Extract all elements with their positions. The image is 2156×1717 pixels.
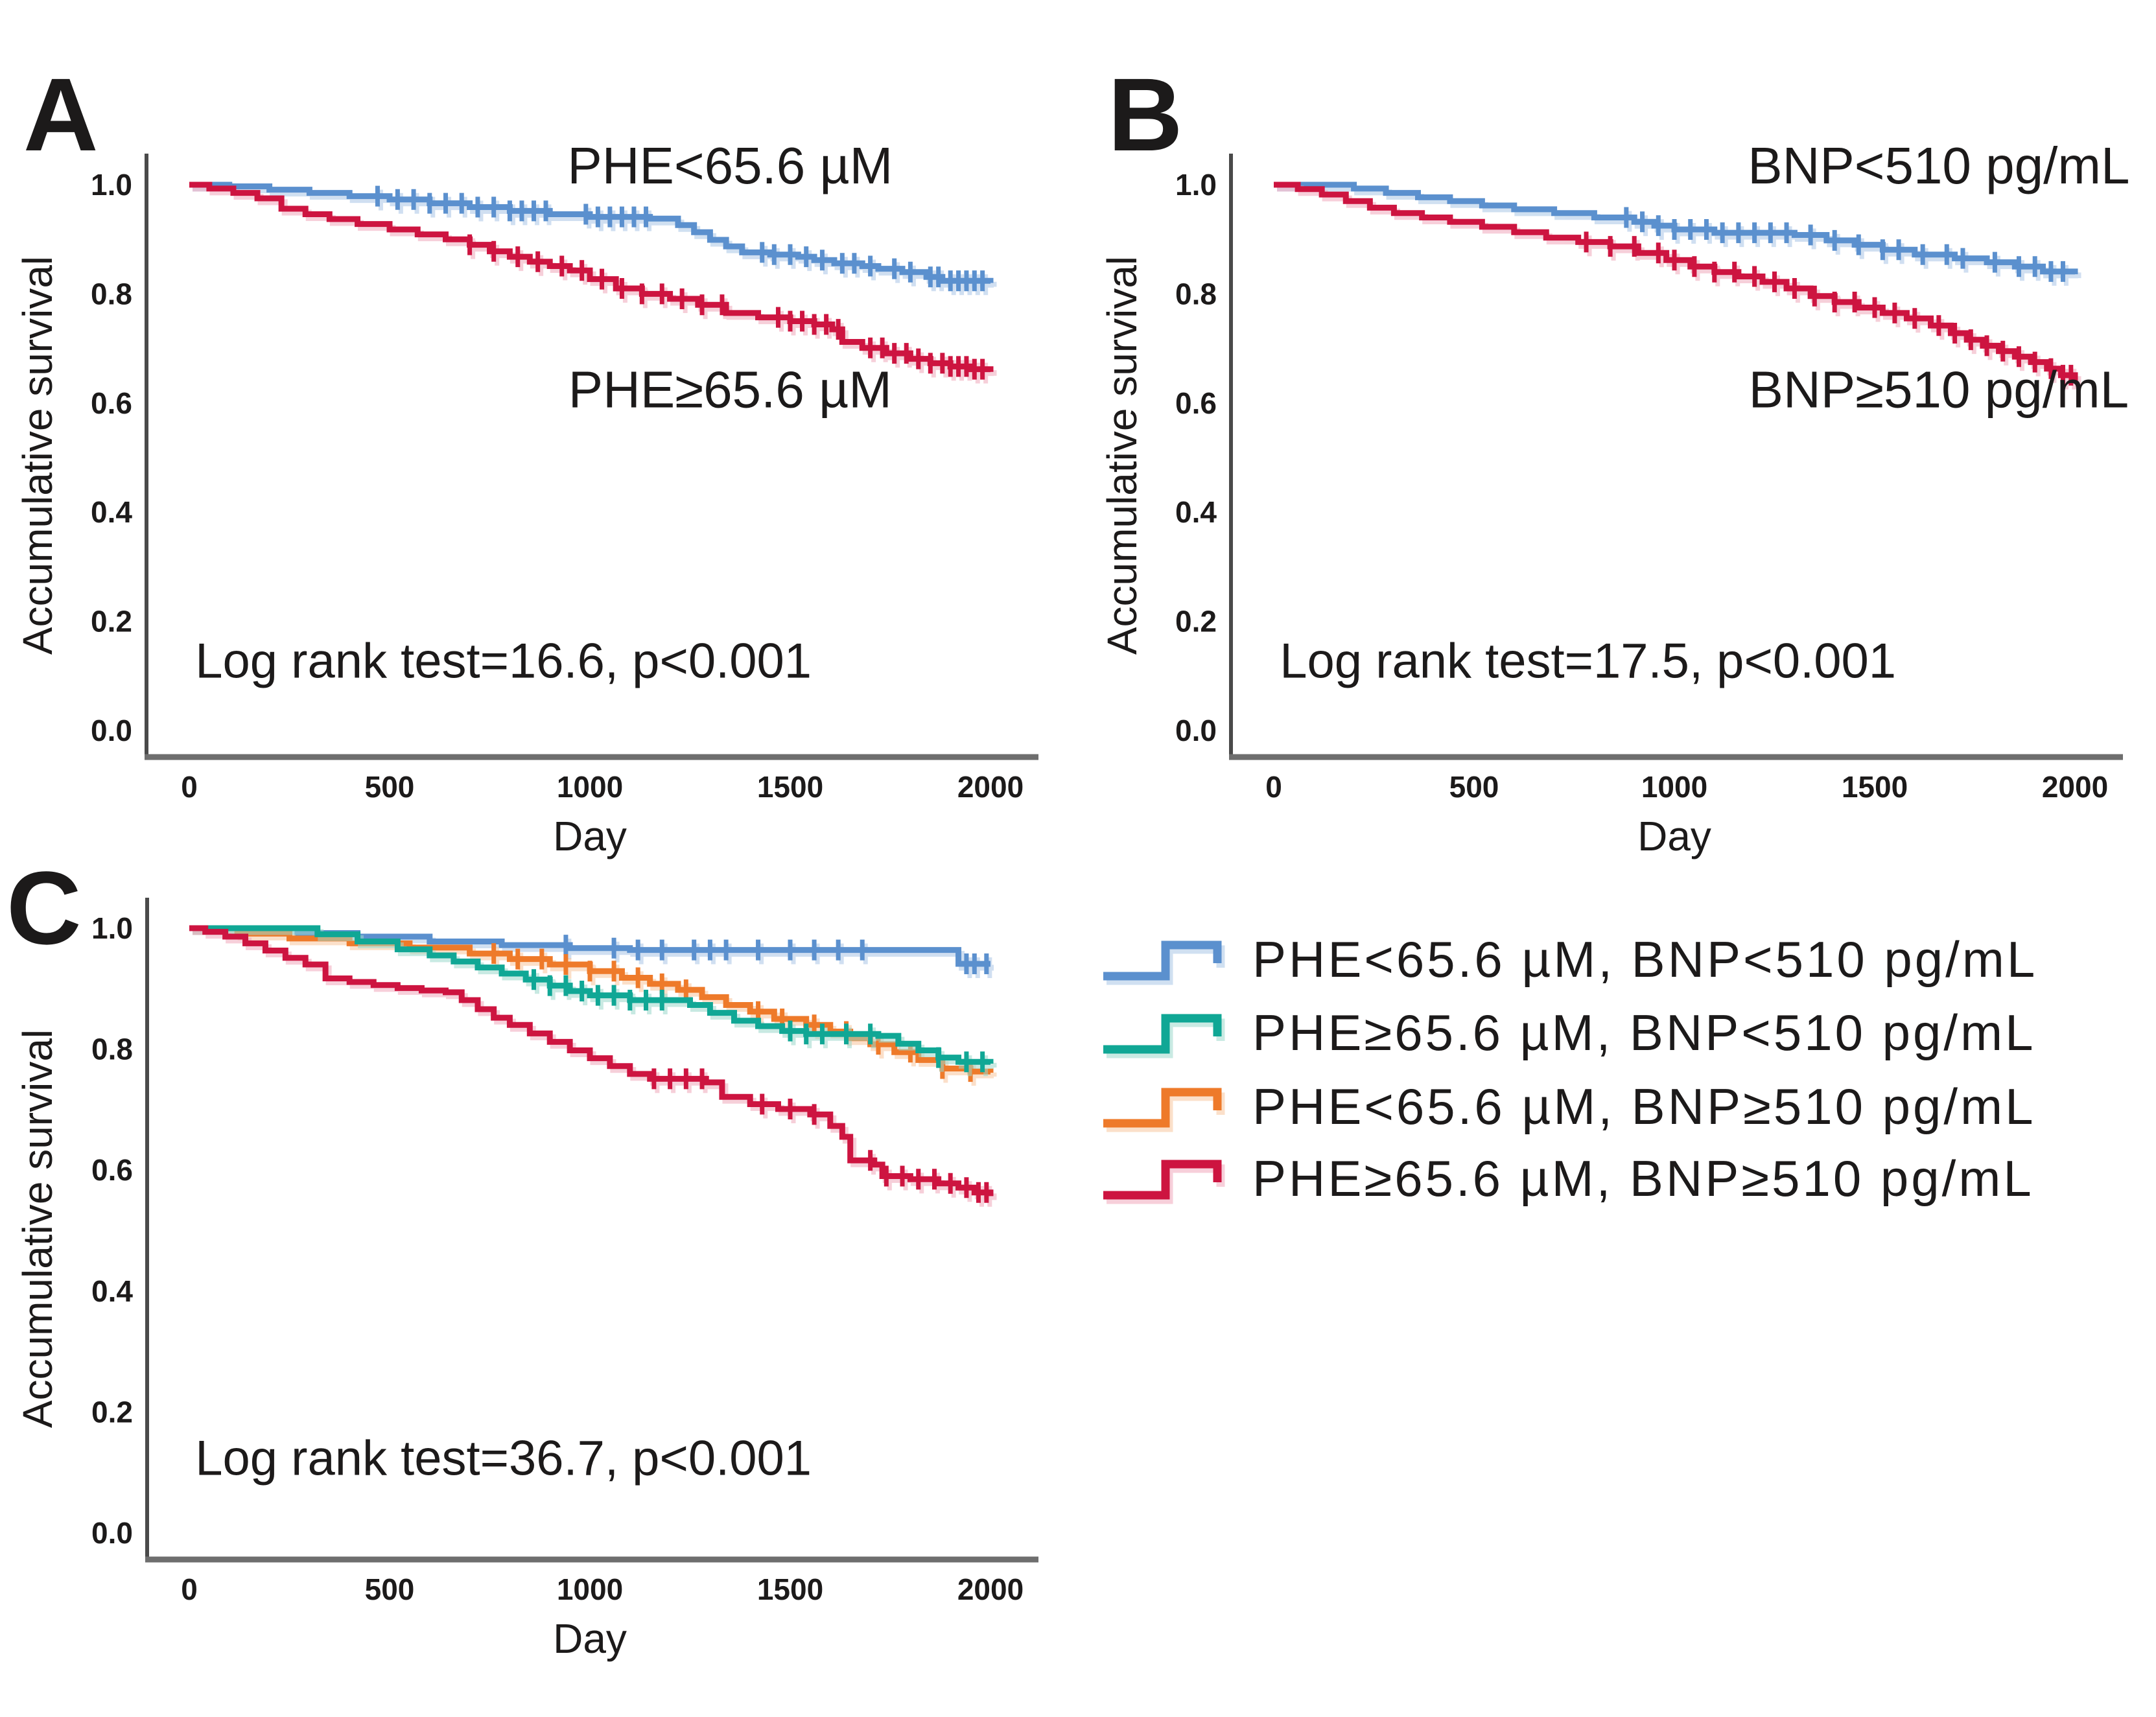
y-tick-label: 0.4: [91, 1274, 133, 1308]
panel-A: A 0.0 0.2 0.4 0.6 0.8 1.0 0 500 1000 1500 2000 Day Ac…: [14, 56, 1038, 859]
x-tick-label: 1000: [1641, 770, 1707, 804]
group-annotation-upper: BNP<510 pg/mL: [1748, 137, 2129, 194]
y-tick-label: 0.0: [91, 714, 132, 747]
y-tick-label: 1.0: [91, 911, 133, 945]
x-tick-label: 500: [365, 770, 415, 804]
x-axis-title: Day: [553, 1615, 627, 1662]
log-rank-text: Log rank test=16.6, p<0.001: [195, 634, 812, 689]
y-tick-label: 0.8: [1175, 277, 1217, 310]
y-tick-label: 0.2: [91, 1395, 133, 1429]
y-tick-label: 0.0: [1175, 714, 1217, 747]
legend-label: PHE<65.6 µM, BNP<510 pg/mL: [1252, 931, 2037, 988]
y-tick-label: 0.6: [91, 386, 132, 420]
legend-entry: PHE<65.6 µM, BNP≥510 pg/mL: [1103, 1078, 2035, 1135]
legend-step-icon: [1103, 940, 1222, 981]
survival-curve-halo: [1277, 185, 2081, 385]
y-tick-label: 0.2: [1175, 605, 1217, 638]
y-tick-label: 0.4: [91, 495, 132, 529]
y-axis-title: Accumulative survival: [1099, 256, 1145, 655]
series-blue: [1274, 181, 2081, 286]
panel-label-C: C: [6, 850, 82, 966]
series-red: [189, 925, 997, 1207]
x-tick-label: 2000: [2042, 770, 2108, 804]
log-rank-text: Log rank test=17.5, p<0.001: [1280, 634, 1896, 689]
survival-curve-red: [1274, 181, 2078, 381]
y-tick-label: 0.8: [91, 1033, 133, 1066]
legend: PHE<65.6 µM, BNP<510 pg/mL PHE≥65.6 µM, B…: [1103, 931, 2037, 1207]
x-tick-label: 1500: [757, 770, 823, 804]
y-tick-label: 1.0: [1175, 168, 1217, 202]
survival-curve-red: [189, 181, 994, 373]
x-tick-label: 500: [365, 1572, 415, 1606]
series-red: [1274, 181, 2081, 390]
legend-entry: PHE≥65.6 µM, BNP≥510 pg/mL: [1103, 1150, 2034, 1207]
y-tick-label: 0.6: [91, 1153, 133, 1187]
panel-C: C 0.0 0.2 0.4 0.6 0.8 1.0 0 500 1000 1500 2000 Day Ac…: [6, 850, 1038, 1662]
legend-label: PHE≥65.6 µM, BNP<510 pg/mL: [1252, 1004, 2035, 1061]
survival-curve-red: [189, 925, 994, 1197]
x-tick-label: 1500: [757, 1572, 823, 1606]
legend-step-icon: [1103, 1014, 1222, 1054]
panel-label-B: B: [1108, 56, 1183, 172]
y-tick-label: 0.4: [1175, 495, 1217, 529]
legend-entry: PHE<65.6 µM, BNP<510 pg/mL: [1103, 931, 2037, 988]
y-tick-label: 0.2: [91, 605, 132, 638]
x-axis-title: Day: [553, 813, 627, 859]
x-axis-title: Day: [1637, 813, 1711, 859]
y-tick-label: 0.6: [1175, 386, 1217, 420]
panel-label-A: A: [23, 56, 99, 172]
legend-step-icon: [1103, 1160, 1222, 1200]
series-teal: [189, 925, 997, 1077]
y-tick-label: 0.0: [91, 1516, 133, 1550]
x-tick-label: 0: [1265, 770, 1282, 804]
x-tick-label: 1500: [1842, 770, 1908, 804]
series-halo: [1277, 185, 2081, 390]
group-annotation-lower: BNP≥510 pg/mL: [1749, 360, 2129, 418]
group-annotation-lower: PHE≥65.6 µM: [568, 360, 892, 418]
y-tick-label: 0.8: [91, 277, 132, 310]
legend-entry: PHE≥65.6 µM, BNP<510 pg/mL: [1103, 1004, 2035, 1061]
legend-label: PHE<65.6 µM, BNP≥510 pg/mL: [1252, 1078, 2035, 1135]
y-axis-title: Accumulative survival: [14, 256, 61, 655]
group-annotation-upper: PHE<65.6 µM: [567, 137, 893, 194]
x-tick-label: 2000: [957, 1572, 1024, 1606]
y-tick-label: 1.0: [91, 168, 132, 202]
x-tick-label: 0: [181, 1572, 198, 1606]
series-blue: [189, 181, 997, 296]
x-tick-label: 0: [181, 770, 198, 804]
legend-step-icon: [1103, 1088, 1222, 1128]
x-tick-label: 500: [1449, 770, 1499, 804]
panel-B: B 0.0 0.2 0.4 0.6 0.8 1.0 0 500 1000 1500 2000 Day Ac…: [1099, 56, 2130, 859]
x-tick-label: 1000: [557, 770, 623, 804]
y-axis-title: Accumulative survival: [14, 1029, 61, 1428]
x-tick-label: 1000: [557, 1572, 623, 1606]
legend-label: PHE≥65.6 µM, BNP≥510 pg/mL: [1252, 1150, 2034, 1207]
series-red: [189, 181, 997, 384]
log-rank-text: Log rank test=36.7, p<0.001: [195, 1431, 812, 1486]
x-tick-label: 2000: [957, 770, 1024, 804]
